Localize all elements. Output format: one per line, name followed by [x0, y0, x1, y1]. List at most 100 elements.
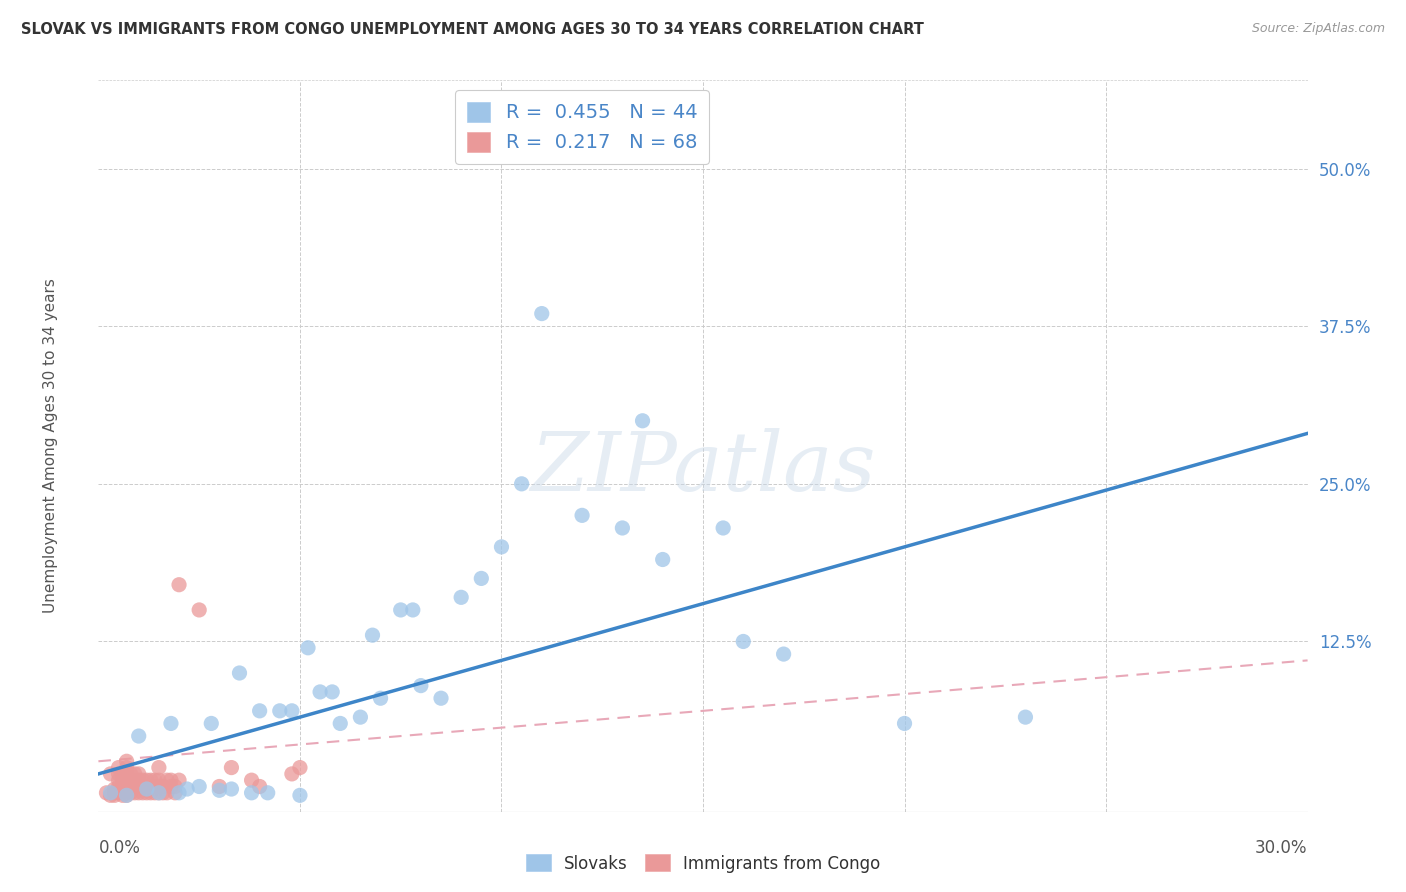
- Point: [160, 780, 183, 794]
- Point: [711, 521, 734, 535]
- Point: [208, 783, 231, 797]
- Point: [115, 786, 138, 800]
- Point: [115, 773, 138, 788]
- Point: [309, 685, 332, 699]
- Point: [148, 786, 170, 800]
- Point: [148, 773, 170, 788]
- Point: [152, 786, 174, 800]
- Point: [132, 773, 155, 788]
- Point: [120, 780, 142, 794]
- Point: [103, 782, 125, 797]
- Point: [135, 786, 157, 800]
- Point: [107, 773, 129, 788]
- Point: [163, 786, 186, 800]
- Point: [772, 647, 794, 661]
- Point: [111, 773, 134, 788]
- Point: [107, 780, 129, 794]
- Point: [491, 540, 513, 554]
- Point: [651, 552, 673, 566]
- Text: 30.0%: 30.0%: [1256, 839, 1308, 857]
- Point: [135, 773, 157, 788]
- Point: [389, 603, 412, 617]
- Text: Source: ZipAtlas.com: Source: ZipAtlas.com: [1251, 22, 1385, 36]
- Point: [100, 789, 122, 803]
- Point: [120, 773, 142, 788]
- Point: [132, 786, 155, 800]
- Point: [128, 780, 150, 794]
- Point: [409, 679, 432, 693]
- Point: [107, 786, 129, 800]
- Point: [167, 773, 190, 788]
- Text: Unemployment Among Ages 30 to 34 years: Unemployment Among Ages 30 to 34 years: [42, 278, 58, 614]
- Text: SLOVAK VS IMMIGRANTS FROM CONGO UNEMPLOYMENT AMONG AGES 30 TO 34 YEARS CORRELATI: SLOVAK VS IMMIGRANTS FROM CONGO UNEMPLOY…: [21, 22, 924, 37]
- Point: [148, 761, 170, 775]
- Point: [200, 716, 222, 731]
- Point: [160, 773, 183, 788]
- Point: [124, 786, 146, 800]
- Point: [167, 578, 190, 592]
- Point: [281, 767, 304, 781]
- Point: [120, 767, 142, 781]
- Point: [240, 773, 263, 788]
- Point: [152, 780, 174, 794]
- Point: [297, 640, 319, 655]
- Point: [249, 780, 271, 794]
- Point: [571, 508, 593, 523]
- Point: [139, 780, 162, 794]
- Point: [111, 786, 134, 800]
- Point: [1014, 710, 1036, 724]
- Point: [530, 307, 553, 321]
- Point: [160, 716, 183, 731]
- Point: [148, 780, 170, 794]
- Point: [124, 767, 146, 781]
- Point: [120, 786, 142, 800]
- Point: [510, 476, 533, 491]
- Point: [139, 786, 162, 800]
- Point: [115, 767, 138, 781]
- Point: [288, 789, 311, 803]
- Point: [612, 521, 634, 535]
- Point: [96, 786, 118, 800]
- Point: [156, 773, 179, 788]
- Point: [349, 710, 371, 724]
- Text: 0.0%: 0.0%: [98, 839, 141, 857]
- Point: [107, 761, 129, 775]
- Point: [631, 414, 654, 428]
- Point: [148, 786, 170, 800]
- Text: ZIPatlas: ZIPatlas: [530, 428, 876, 508]
- Point: [103, 789, 125, 803]
- Point: [269, 704, 291, 718]
- Point: [124, 780, 146, 794]
- Point: [135, 780, 157, 794]
- Point: [143, 773, 166, 788]
- Point: [188, 603, 211, 617]
- Point: [143, 780, 166, 794]
- Point: [208, 780, 231, 794]
- Point: [249, 704, 271, 718]
- Point: [470, 571, 492, 585]
- Point: [100, 786, 122, 800]
- Point: [111, 767, 134, 781]
- Point: [115, 780, 138, 794]
- Point: [893, 716, 915, 731]
- Point: [139, 773, 162, 788]
- Point: [100, 767, 122, 781]
- Point: [128, 729, 150, 743]
- Point: [281, 704, 304, 718]
- Point: [221, 782, 243, 797]
- Point: [450, 591, 472, 605]
- Point: [111, 789, 134, 803]
- Point: [221, 761, 243, 775]
- Point: [111, 780, 134, 794]
- Point: [228, 665, 250, 680]
- Point: [103, 786, 125, 800]
- Point: [430, 691, 453, 706]
- Point: [143, 786, 166, 800]
- Point: [321, 685, 343, 699]
- Point: [135, 782, 157, 797]
- Point: [128, 786, 150, 800]
- Point: [370, 691, 392, 706]
- Point: [176, 782, 198, 797]
- Point: [256, 786, 278, 800]
- Point: [128, 767, 150, 781]
